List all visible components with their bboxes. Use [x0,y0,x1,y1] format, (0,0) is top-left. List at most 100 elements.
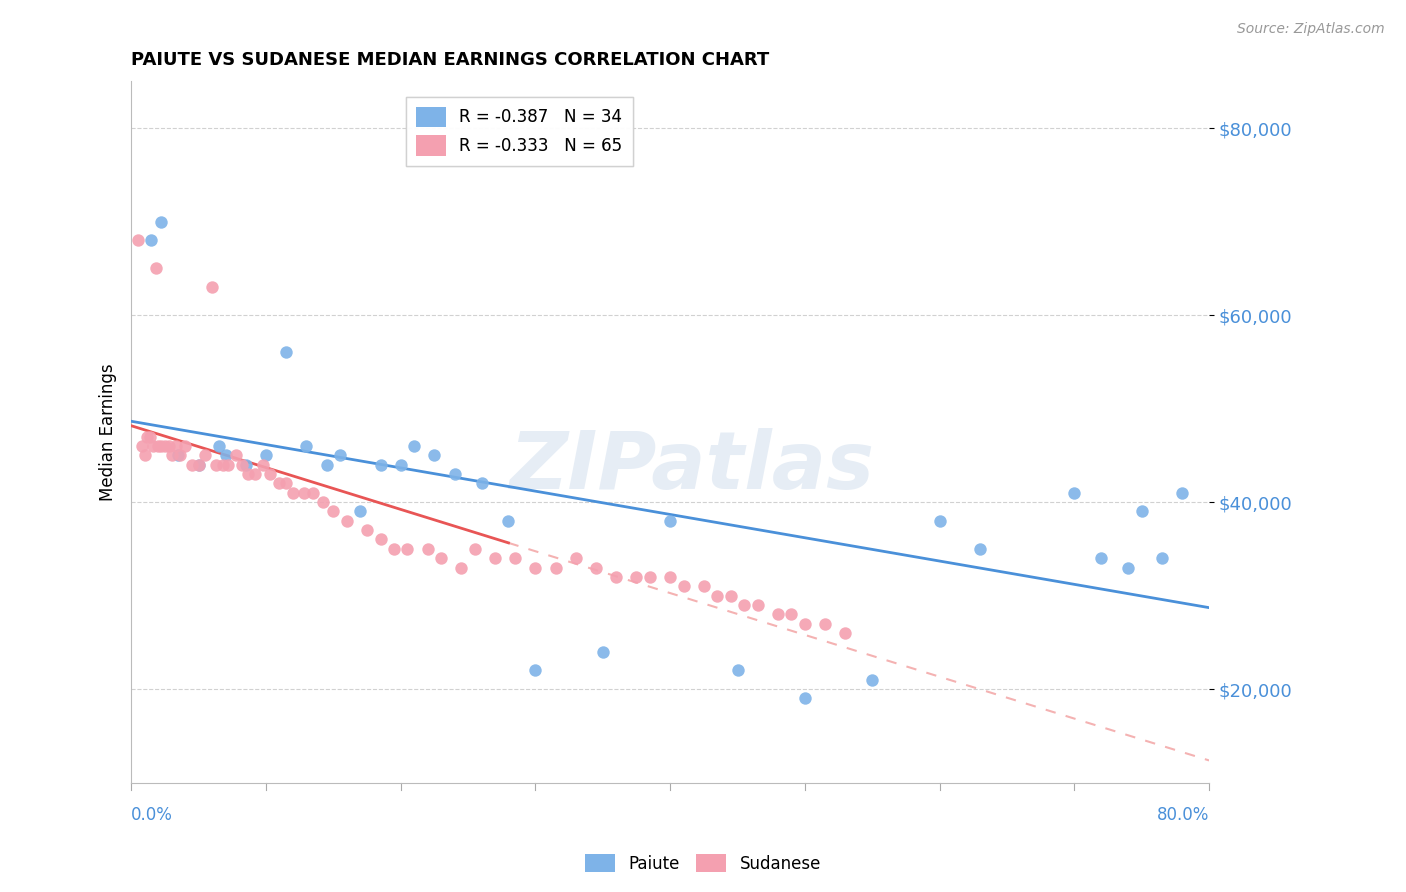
Point [238,467,260,481]
Legend: R = -0.387   N = 34, R = -0.333   N = 65: R = -0.387 N = 34, R = -0.333 N = 65 [406,96,633,166]
Point [252,458,274,472]
Point [1116,560,1139,574]
Point [329,448,352,462]
Point [254,448,277,462]
Point [231,458,253,472]
Text: 0.0%: 0.0% [131,806,173,824]
Point [157,439,180,453]
Point [148,439,170,453]
Point [134,448,156,462]
Point [225,448,247,462]
Point [780,607,803,622]
Point [269,476,291,491]
Point [928,514,950,528]
Point [165,439,187,453]
Point [638,570,661,584]
Point [145,261,167,276]
Point [276,476,298,491]
Point [605,570,627,584]
Point [245,467,267,481]
Point [450,560,472,574]
Point [180,458,202,472]
Point [733,598,755,612]
Point [142,439,165,453]
Point [322,504,344,518]
Point [443,467,465,481]
Point [498,514,520,528]
Point [281,485,304,500]
Point [706,589,728,603]
Point [766,607,789,622]
Text: 80.0%: 80.0% [1157,806,1209,824]
Point [1150,551,1173,566]
Point [235,458,257,472]
Point [747,598,769,612]
Point [396,541,419,556]
Point [315,458,337,472]
Point [1171,485,1194,500]
Text: ZIPatlas: ZIPatlas [509,428,875,506]
Point [292,485,315,500]
Point [1130,504,1153,518]
Point [1090,551,1112,566]
Point [149,214,172,228]
Point [356,523,378,537]
Point [214,448,236,462]
Text: PAIUTE VS SUDANESE MEDIAN EARNINGS CORRELATION CHART: PAIUTE VS SUDANESE MEDIAN EARNINGS CORRE… [131,51,769,69]
Point [153,439,176,453]
Point [404,439,426,453]
Point [720,589,742,603]
Point [205,458,228,472]
Point [544,560,567,574]
Point [370,458,392,472]
Point [834,626,856,640]
Point [969,541,991,556]
Point [141,233,163,247]
Point [295,439,318,453]
Point [276,345,298,359]
Point [524,560,547,574]
Point [212,458,235,472]
Point [127,233,149,247]
Point [208,439,231,453]
Point [139,430,162,444]
Point [160,448,183,462]
Point [672,579,695,593]
Point [659,570,682,584]
Point [464,541,486,556]
Point [201,280,224,294]
Point [430,551,453,566]
Point [793,691,815,706]
Point [524,664,547,678]
Point [470,476,492,491]
Point [194,448,217,462]
Point [592,645,614,659]
Point [727,664,749,678]
Point [131,439,153,453]
Point [187,458,209,472]
Point [174,439,197,453]
Point [503,551,526,566]
Point [693,579,716,593]
Point [484,551,506,566]
Point [416,541,439,556]
Point [860,673,883,687]
Y-axis label: Median Earnings: Median Earnings [100,363,117,500]
Legend: Paiute, Sudanese: Paiute, Sudanese [578,847,828,880]
Point [389,458,412,472]
Point [814,616,837,631]
Point [169,448,191,462]
Point [217,458,239,472]
Point [311,495,333,509]
Text: Source: ZipAtlas.com: Source: ZipAtlas.com [1237,22,1385,37]
Point [187,458,209,472]
Point [136,430,159,444]
Point [1063,485,1085,500]
Point [370,533,392,547]
Point [423,448,446,462]
Point [149,439,172,453]
Point [585,560,607,574]
Point [349,504,371,518]
Point [167,448,190,462]
Point [336,514,359,528]
